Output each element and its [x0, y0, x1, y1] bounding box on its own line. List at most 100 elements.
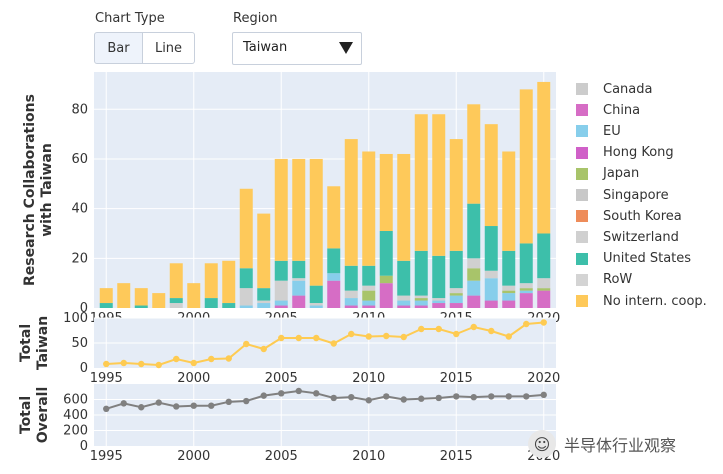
bar-segment — [169, 303, 183, 308]
data-point — [278, 334, 285, 342]
bar-segment — [257, 300, 271, 304]
bar-segment — [274, 158, 288, 261]
data-point — [418, 325, 425, 333]
legend-swatch — [576, 189, 588, 201]
chart-panel-3 — [94, 384, 556, 446]
y-tick-label: 0 — [80, 439, 88, 454]
bar-segment — [274, 305, 288, 308]
bar-segment — [519, 290, 533, 294]
data-point — [365, 333, 372, 340]
legend-swatch — [576, 273, 588, 286]
bar-segment — [484, 270, 498, 279]
bar-segment — [449, 139, 463, 251]
bar-segment — [537, 288, 551, 291]
legend-label: EU — [603, 123, 621, 139]
data-point — [190, 359, 197, 367]
bar-segment — [292, 278, 306, 281]
region-select[interactable]: Taiwan — [232, 32, 362, 65]
bar-segment — [502, 290, 516, 294]
legend-item[interactable]: Japan — [576, 165, 639, 183]
y-tick-label: 0 — [80, 301, 88, 316]
bar-segment — [362, 290, 376, 301]
bar-segment — [467, 203, 481, 259]
y-tick-label: 40 — [71, 202, 88, 217]
y-axis-label: TotalTaiwan — [18, 316, 51, 370]
line-button[interactable]: Line — [143, 32, 195, 64]
x-tick-label: 2005 — [265, 371, 298, 386]
y-axis-label-line: Research Collaborations — [22, 94, 38, 286]
bar-segment — [379, 153, 393, 231]
bar-segment — [449, 303, 463, 308]
bar-segment — [484, 300, 498, 308]
y-axis-label-line: Taiwan — [35, 316, 51, 370]
data-point — [523, 393, 530, 400]
legend-item[interactable]: Canada — [576, 80, 652, 98]
bar-segment — [257, 303, 271, 308]
data-point — [138, 360, 145, 368]
data-point — [540, 391, 547, 399]
bar-segment — [537, 290, 551, 308]
bar-segment — [502, 151, 516, 251]
bar-segment — [274, 260, 288, 281]
bar-segment — [362, 151, 376, 266]
legend-swatch — [576, 83, 588, 95]
legend-item[interactable]: RoW — [576, 271, 632, 289]
bar-segment — [397, 300, 411, 306]
legend-label: Hong Kong — [603, 145, 674, 161]
bar-segment — [379, 283, 393, 308]
data-point — [208, 402, 215, 409]
data-point — [155, 399, 162, 406]
y-axis-label-line: with Taiwan — [39, 143, 55, 237]
bar-segment — [484, 124, 498, 227]
bar-segment — [397, 305, 411, 308]
legend-item[interactable]: No intern. coop. — [576, 292, 707, 310]
legend-item[interactable]: China — [576, 101, 640, 119]
data-point — [155, 361, 162, 369]
legend-item[interactable]: EU — [576, 122, 621, 140]
bar-segment — [414, 114, 428, 251]
chart-type-label: Chart Type — [95, 11, 165, 26]
x-tick-label: 2010 — [352, 371, 385, 386]
bar-button[interactable]: Bar — [94, 32, 143, 64]
bar-segment — [117, 283, 131, 308]
x-tick-label: 2020 — [527, 371, 560, 386]
legend-label: Canada — [603, 81, 653, 97]
bar-segment — [292, 158, 306, 261]
data-point — [295, 334, 302, 342]
y-tick-label: 0 — [80, 361, 88, 376]
bar-segment — [397, 295, 411, 301]
bar-segment — [134, 288, 148, 306]
bar-segment — [239, 268, 253, 289]
region-select-value: Taiwan — [243, 40, 288, 55]
data-point — [453, 330, 460, 338]
bar-segment — [379, 230, 393, 276]
bar-segment — [467, 104, 481, 204]
bar-segment — [397, 260, 411, 296]
legend-item[interactable]: United States — [576, 250, 691, 268]
legend-item[interactable]: South Korea — [576, 207, 682, 225]
data-point — [173, 403, 180, 410]
data-point — [365, 397, 372, 404]
bar-segment — [257, 213, 271, 289]
bar-segment — [187, 283, 201, 308]
legend-item[interactable]: Singapore — [576, 186, 669, 204]
bar-segment — [239, 288, 253, 306]
bar-segment — [344, 290, 358, 299]
data-point — [138, 404, 145, 411]
data-point — [418, 395, 425, 402]
bar-segment — [134, 305, 148, 308]
bar-segment — [344, 305, 358, 308]
legend-item[interactable]: Hong Kong — [576, 144, 674, 162]
legend-item[interactable]: Switzerland — [576, 228, 679, 246]
bar-segment — [414, 305, 428, 308]
bar-segment — [327, 248, 341, 274]
chart-panel-1 — [94, 72, 556, 308]
y-axis-label-line: Overall — [35, 387, 51, 443]
bar-segment — [414, 250, 428, 296]
x-tick-label: 2000 — [177, 371, 210, 386]
bar-segment — [432, 114, 446, 256]
x-tick-label: 2015 — [440, 371, 473, 386]
data-point — [173, 355, 180, 363]
bar-segment — [502, 285, 516, 291]
bar-segment — [519, 243, 533, 284]
